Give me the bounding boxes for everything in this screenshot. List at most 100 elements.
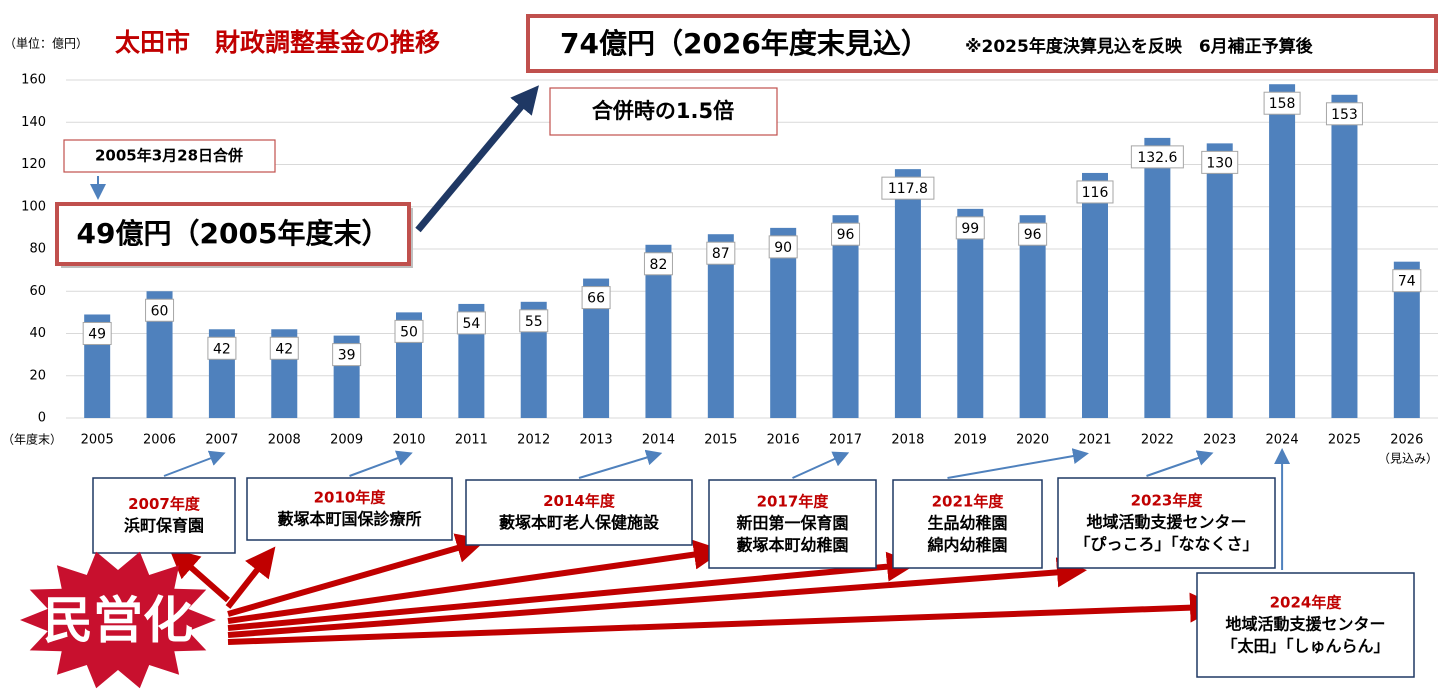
y-tick-label: 120 [21, 157, 46, 172]
merger-box [63, 139, 276, 173]
value-label: 42 [213, 341, 231, 357]
callout-box [708, 479, 877, 569]
value-label-box [1130, 145, 1184, 169]
year-arrow [1146, 450, 1214, 477]
value-label: 90 [774, 240, 792, 256]
headline: 74億円（2026年度末見込） [560, 27, 929, 60]
headline-box [526, 14, 1438, 73]
bar [1019, 215, 1046, 418]
badge-burst [20, 551, 216, 689]
x-tick-label: 2010 [392, 433, 425, 448]
value-label: 158 [1269, 96, 1296, 112]
value-label-box [581, 286, 611, 310]
bar [1331, 94, 1358, 418]
y-tick-label: 0 [38, 411, 46, 426]
privatization-arrow [227, 533, 487, 617]
y-tick-label: 160 [21, 73, 46, 88]
value-label: 96 [1024, 227, 1042, 243]
value-label-box [955, 216, 985, 240]
value-label-box [394, 319, 424, 343]
x-tick-label: 2016 [767, 433, 800, 448]
callout-box [1196, 572, 1415, 678]
x-tick-label: 2018 [891, 433, 924, 448]
bar [832, 215, 859, 418]
x-tick-label: 2026 [1390, 433, 1423, 448]
value-label-box [643, 252, 673, 276]
privatization-arrow [227, 592, 1220, 645]
merger: 2005年3月28日合併 [95, 147, 243, 165]
bar [1082, 172, 1108, 418]
x-tick-label: 2022 [1141, 433, 1174, 448]
value-label: 117.8 [888, 181, 928, 197]
value-label-box [768, 235, 798, 259]
callout-line: 生品幼稚園 [927, 514, 1007, 533]
year-arrow [792, 451, 850, 479]
x-tick-label: 2007 [205, 433, 238, 448]
value-label-box [82, 321, 112, 345]
callout-year: 2010年度 [314, 489, 387, 507]
start-box [55, 202, 411, 266]
y-tick-label: 60 [29, 284, 46, 299]
value-label-box [456, 311, 486, 335]
x-tick-label: 2017 [829, 433, 862, 448]
bar [894, 169, 921, 418]
value-label-box [881, 176, 935, 200]
value-label-box [207, 336, 237, 360]
value-label-box [145, 298, 175, 322]
value-label: 60 [151, 303, 169, 319]
bar [1144, 137, 1171, 418]
value-label: 39 [338, 348, 356, 364]
badge: 民営化 [43, 592, 193, 650]
start: 49億円（2005年度末） [77, 217, 390, 250]
callout-box [92, 477, 236, 554]
growth-arrow [415, 85, 539, 233]
value-label-box [1325, 102, 1363, 126]
value-label-box [1018, 222, 1048, 246]
privatization-arrow [227, 539, 724, 624]
value-label: 42 [275, 341, 293, 357]
callout-line: 地域活動支援センター [1086, 513, 1246, 532]
y-tick-label: 140 [21, 115, 46, 130]
y-tick-label: 40 [29, 326, 46, 341]
x-tick-label: 2014 [642, 433, 675, 448]
value-label: 55 [525, 314, 543, 330]
value-label: 99 [961, 221, 979, 237]
x-tick-label: 2023 [1203, 433, 1236, 448]
callout-line: 藪塚本町老人保健施設 [499, 513, 660, 532]
value-label: 96 [837, 227, 855, 243]
privatization-arrow [168, 548, 230, 603]
x-tick-label: 2006 [143, 433, 176, 448]
x-tick-label: 2021 [1078, 433, 1111, 448]
value-label-box [706, 241, 736, 265]
value-label: 82 [650, 257, 668, 273]
value-label-box [332, 343, 362, 367]
year-arrow [947, 448, 1089, 479]
year-arrow [163, 450, 226, 477]
ratio-box [549, 87, 778, 136]
callout-year: 2024年度 [1270, 594, 1343, 612]
value-label: 50 [400, 324, 418, 340]
callout-line: 浜町保育園 [124, 516, 204, 535]
value-label: 74 [1398, 274, 1416, 290]
callout-line: 「太田」「しゅんらん」 [1221, 637, 1389, 656]
bar [957, 208, 984, 418]
callout-line: 「ぴっころ」「ななくさ」 [1074, 535, 1258, 554]
bar [770, 227, 797, 418]
bar [707, 234, 734, 418]
callout-box [246, 477, 453, 541]
x-note: （見込み） [1378, 452, 1438, 466]
privatization-arrow [227, 557, 1087, 638]
bar [1206, 143, 1233, 418]
value-label: 130 [1206, 155, 1233, 171]
callout-box [465, 479, 693, 546]
value-label: 153 [1331, 107, 1358, 123]
callout-year: 2014年度 [543, 492, 616, 510]
x-tick-label: 2009 [330, 433, 363, 448]
year-arrow [349, 450, 413, 477]
x-tick-label: 2008 [268, 433, 301, 448]
x-tick-label: 2019 [954, 433, 987, 448]
value-label: 49 [88, 326, 106, 342]
callout-year: 2021年度 [932, 493, 1005, 511]
